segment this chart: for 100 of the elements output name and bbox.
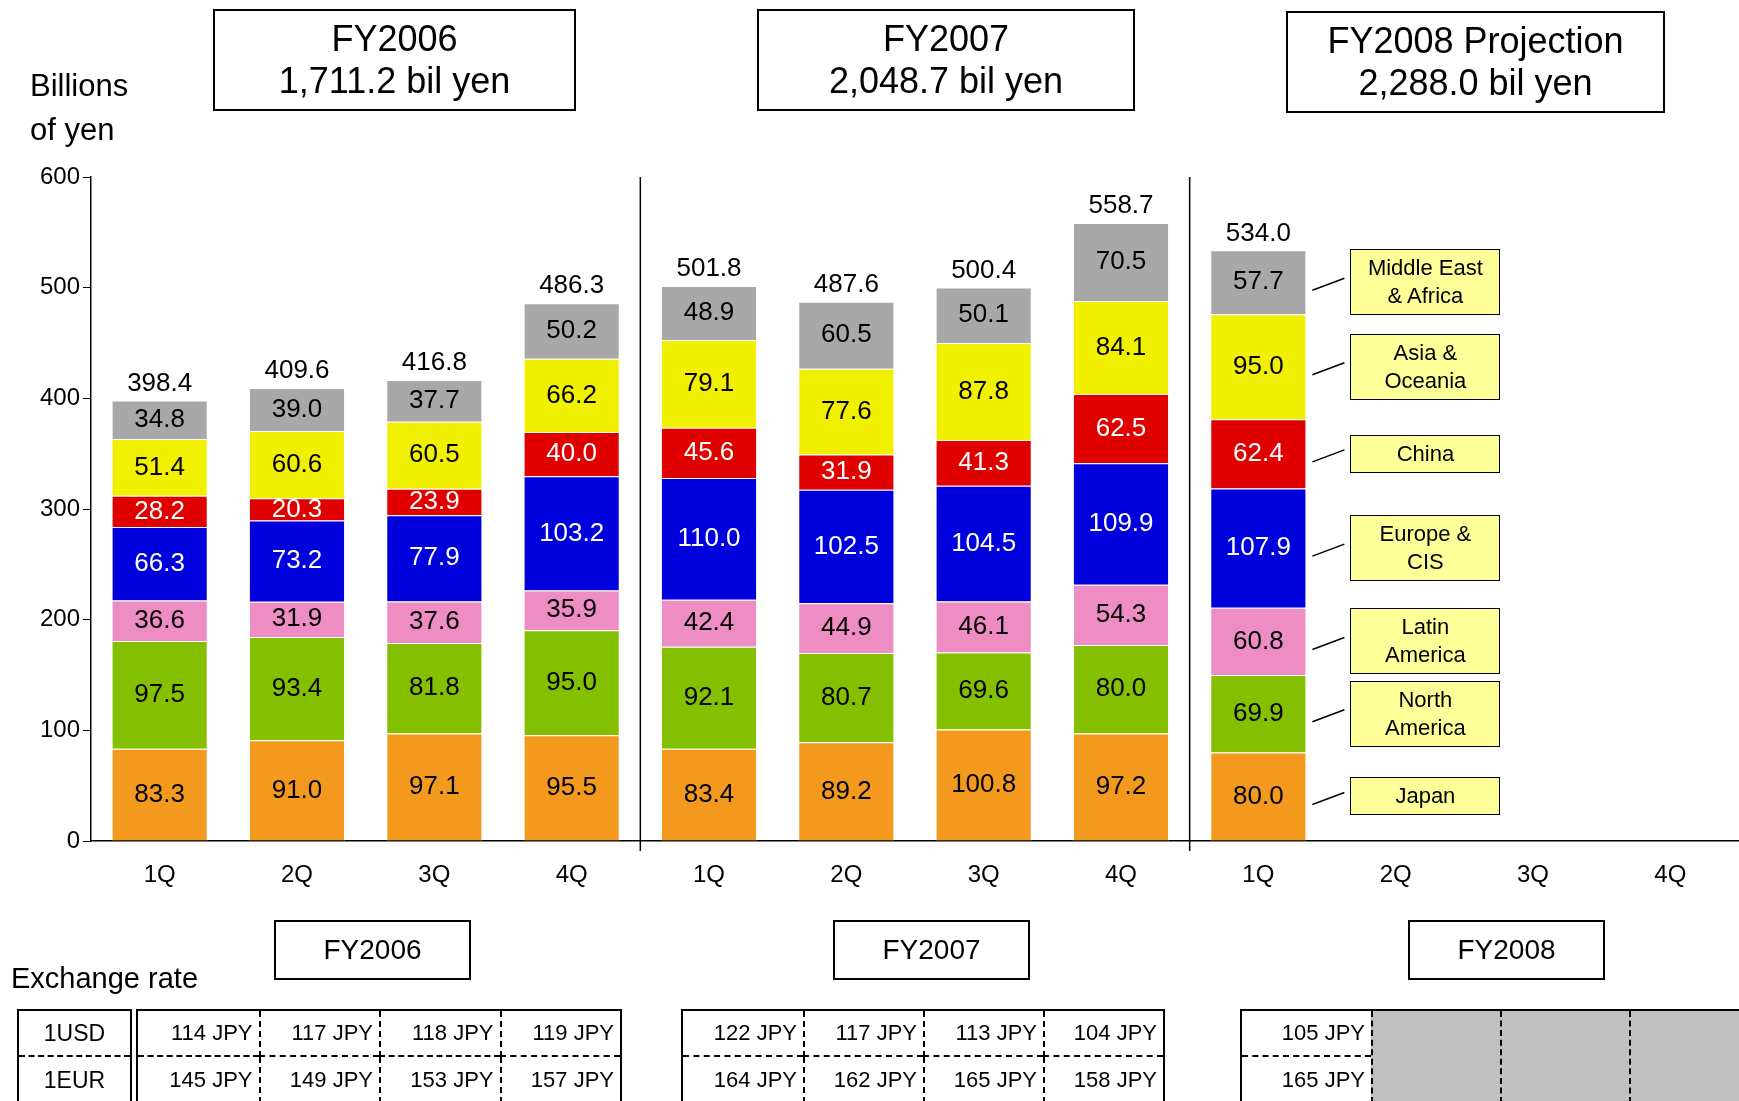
data-label: 66.2 [546,378,597,409]
data-label: 92.1 [683,680,735,711]
text: 122 JPY [683,1011,803,1057]
total-label: 501.8 [676,252,742,283]
text: 119 JPY [499,1011,620,1057]
data-label: 109.9 [1088,507,1154,538]
data-label: 95.0 [546,665,597,696]
data-label: 89.2 [821,774,872,805]
data-label: 93.4 [271,671,323,702]
data-label: 60.8 [1233,624,1284,655]
text: 165 JPY [1280,1066,1366,1094]
data-label: 73.2 [271,544,323,575]
text: FY2008 Projection 2,288.0 bil yen [1286,11,1665,113]
y-tick-label: 300 [39,493,80,521]
data-label: 28.2 [134,494,185,525]
data-label: 77.6 [821,394,872,425]
data-label: 60.6 [271,447,323,478]
y-tick-label: 600 [39,161,80,189]
data-label: 103.2 [539,516,605,547]
text: 117 JPY [803,1011,923,1057]
data-label: 91.0 [271,773,323,804]
data-label: 102.5 [813,529,879,560]
total-label: 534.0 [1225,216,1291,247]
data-label: 66.3 [134,546,185,577]
x-tick-label: 2Q [280,860,314,888]
data-label: 69.6 [958,674,1009,705]
total-label: 409.6 [264,354,330,385]
text: 118 JPY [379,1011,500,1057]
data-label: 107.9 [1225,531,1291,562]
data-label: 77.9 [409,541,460,572]
y-tick-label: 400 [39,382,80,410]
data-label: 95.0 [1233,349,1284,380]
x-tick-label: 3Q [1516,860,1550,888]
data-label: 50.2 [546,314,597,345]
text: Exchange rate [11,962,199,995]
data-label: 79.1 [683,367,735,398]
label-box: China [1350,434,1501,473]
text: 164 JPY [712,1066,798,1094]
text: 145 JPY [168,1066,254,1094]
data-label: 41.3 [958,446,1009,477]
text: 1EUR [42,1065,107,1095]
data-label: 45.6 [683,436,735,467]
data-label: 97.2 [1095,770,1147,801]
y-tick-label: 500 [39,272,80,300]
text: FY2006 [274,920,471,980]
data-label: 83.4 [683,777,735,808]
data-label: 97.5 [134,678,185,709]
data-label: 31.9 [271,602,323,633]
text: 113 JPY [923,1011,1043,1057]
data-label: 104.5 [951,526,1017,557]
data-label: 87.8 [958,374,1009,405]
data-label: 97.1 [409,770,460,801]
data-label: 83.3 [134,777,185,808]
data-label: 46.1 [958,610,1009,641]
data-label: 37.6 [409,605,460,636]
data-label: 62.5 [1095,411,1147,442]
data-label: 48.9 [683,296,735,327]
text: FY2007 2,048.7 bil yen [757,9,1135,111]
text: 149 JPY [258,1057,379,1101]
total-label: 416.8 [401,346,467,377]
text: 1USD [19,1011,130,1057]
text: 104 JPY [1043,1011,1163,1057]
x-tick-label: 1Q [1242,860,1275,888]
x-tick-label: 4Q [555,860,588,888]
data-label: 50.1 [958,298,1009,329]
data-label: 80.0 [1095,672,1147,703]
text: 117 JPY [258,1011,379,1057]
text: 153 JPY [379,1057,500,1101]
text: 165 JPY [923,1057,1043,1101]
data-label: 39.0 [271,392,323,423]
text: 114 JPY [138,1011,259,1057]
data-label: 60.5 [821,318,872,349]
text: 105 JPY [1242,1011,1371,1057]
data-label: 69.9 [1233,696,1284,727]
data-label: 35.9 [546,593,597,624]
label-box: Latin America [1350,608,1501,675]
x-tick-label: 3Q [967,860,1000,888]
x-tick-label: 2Q [1379,860,1412,888]
data-label: 23.9 [409,485,460,516]
label-box: Japan [1350,777,1501,816]
data-label: 70.5 [1095,245,1147,276]
y-tick-label: 100 [39,714,80,742]
total-label: 558.7 [1088,189,1154,220]
label-box: Asia & Oceania [1350,333,1501,400]
text: 157 JPY [499,1057,620,1101]
data-label: 37.7 [409,384,460,415]
total-label: 486.3 [539,269,605,300]
data-label: 62.4 [1233,437,1284,468]
data-label: 110.0 [677,522,741,553]
data-label: 95.5 [546,771,597,802]
data-label: 54.3 [1095,598,1147,629]
text: 162 JPY [803,1057,923,1101]
total-label: 500.4 [951,253,1017,284]
data-label: 20.3 [271,492,323,523]
label-box: Middle East & Africa [1350,249,1501,316]
total-label: 487.6 [813,267,879,298]
data-label: 57.7 [1233,265,1284,296]
x-tick-label: 4Q [1104,860,1138,888]
x-tick-label: 1Q [143,860,176,888]
data-label: 42.4 [683,606,735,637]
